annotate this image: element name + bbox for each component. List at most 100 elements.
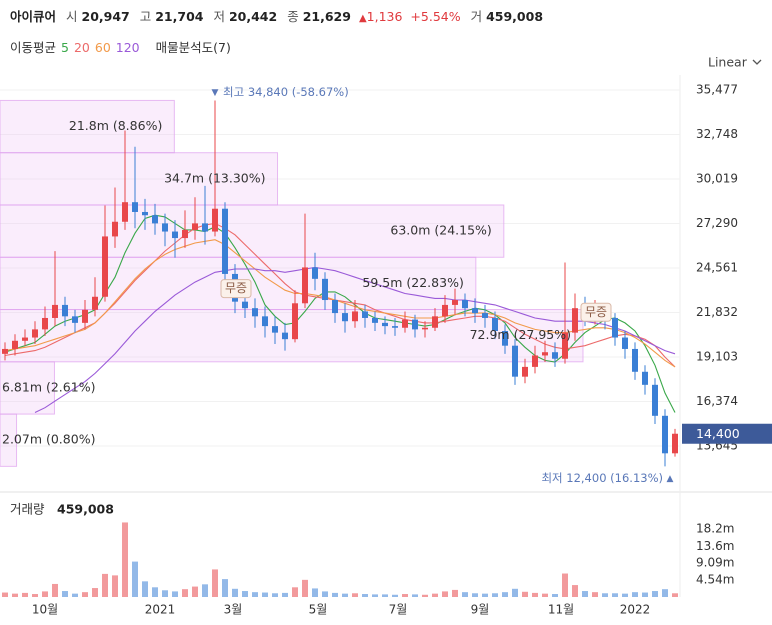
y-tick-label: 35,477 xyxy=(696,83,738,97)
volume-bar xyxy=(532,592,538,597)
y-tick-label: 27,290 xyxy=(696,216,738,230)
legend-item[interactable]: 5 xyxy=(61,40,69,55)
volume-bar xyxy=(182,589,188,597)
candle-body xyxy=(332,300,338,314)
volume-bar xyxy=(102,573,108,597)
candle-body xyxy=(612,317,618,338)
profile-label: 72.9m (27.95%) xyxy=(470,327,571,342)
legend-item[interactable]: 60 xyxy=(94,40,111,55)
candle-body xyxy=(162,223,168,232)
y-tick-label: 4.54m xyxy=(696,573,734,587)
candle-body xyxy=(492,317,498,332)
x-tick-label: 7월 xyxy=(389,603,408,617)
volume-bar xyxy=(162,590,168,597)
candle-body xyxy=(252,308,258,317)
volume-bar xyxy=(642,592,648,597)
candle-body xyxy=(282,332,288,340)
candle-body xyxy=(412,319,418,330)
close-label: 종 xyxy=(287,9,299,24)
candle-body xyxy=(312,267,318,279)
volume-bar xyxy=(62,591,68,597)
volume-bar xyxy=(112,575,118,597)
volume-bar xyxy=(232,588,238,597)
candle-body xyxy=(482,313,488,318)
volume-bar xyxy=(252,592,258,597)
legend-item[interactable]: 20 xyxy=(73,40,90,55)
event-label: 무증 xyxy=(225,281,247,295)
profile-label: 2.07m (0.80%) xyxy=(2,432,95,447)
candle-body xyxy=(22,337,28,341)
candle-body xyxy=(142,211,148,216)
volume-bar xyxy=(552,594,558,597)
volume-bar xyxy=(72,593,78,597)
volume-bar xyxy=(572,585,578,597)
volume-bar xyxy=(622,593,628,597)
candle-body xyxy=(372,317,378,323)
volume-bar xyxy=(302,579,308,597)
volume-bar xyxy=(432,593,438,597)
scale-toggle[interactable]: Linear xyxy=(708,55,748,70)
volume-bar xyxy=(292,587,298,597)
volume-bar xyxy=(402,594,408,597)
x-tick-label: 2022 xyxy=(620,603,651,617)
volume-bar xyxy=(142,581,148,597)
candle-body xyxy=(472,308,478,314)
candle-body xyxy=(92,296,98,310)
volume-bar xyxy=(492,593,498,597)
candle-body xyxy=(32,329,38,338)
candle-body xyxy=(552,352,558,359)
volume-bar xyxy=(652,591,658,597)
volume-bar xyxy=(462,592,468,597)
candle-body xyxy=(662,415,668,454)
volume-bar xyxy=(262,592,268,597)
legend[interactable]: 이동평균 5 20 60 120 매물분석도(7) xyxy=(10,37,231,56)
x-tick-label: 5월 xyxy=(309,603,328,617)
candle-body xyxy=(562,332,568,359)
candle-body xyxy=(522,366,528,377)
y-tick-label: 16,374 xyxy=(696,394,738,408)
ma-line xyxy=(4,239,676,368)
candle-body xyxy=(532,355,538,367)
volume-bar xyxy=(422,594,428,597)
volume-bar xyxy=(332,592,338,597)
candle-body xyxy=(192,223,198,230)
event-box xyxy=(220,279,252,299)
y-tick-label: 24,561 xyxy=(696,261,738,275)
candle-body xyxy=(652,384,658,416)
candle-body xyxy=(462,300,468,309)
candle-body xyxy=(2,348,8,354)
volume-bar xyxy=(222,579,228,597)
candle-body xyxy=(352,311,358,322)
candle-body xyxy=(292,303,298,340)
volume-bar xyxy=(602,593,608,597)
volume-bar xyxy=(412,594,418,597)
volume-value: 459,008 xyxy=(486,9,544,24)
volume-bar xyxy=(122,522,128,597)
candle-body xyxy=(442,304,448,317)
x-tick-label: 3월 xyxy=(224,603,243,617)
high-marker: ▼ xyxy=(212,88,219,98)
ma-items: 5 20 60 120 xyxy=(56,40,140,55)
close-value: 21,629 xyxy=(302,9,351,24)
profile-bar xyxy=(0,309,584,363)
volume-bar xyxy=(442,591,448,597)
change-pct: +5.54% xyxy=(410,9,461,24)
scale-chevron[interactable] xyxy=(752,59,762,65)
candle-body xyxy=(382,322,388,327)
volume-bar xyxy=(662,589,668,597)
candle-body xyxy=(632,348,638,372)
volume-bar xyxy=(502,592,508,597)
legend-item[interactable]: 120 xyxy=(115,40,140,55)
last-price-tag xyxy=(682,423,772,444)
candle-body xyxy=(72,316,78,323)
candle-body xyxy=(42,317,48,330)
candle-body xyxy=(152,215,158,224)
volume-bar xyxy=(42,591,48,597)
low-label: 저 xyxy=(213,9,225,24)
profile-label[interactable]: 매물분석도(7) xyxy=(155,40,231,55)
candle-body xyxy=(502,331,508,346)
candle-body xyxy=(222,208,228,274)
candle-body xyxy=(212,208,218,232)
volume-bar xyxy=(272,593,278,597)
candle-body xyxy=(362,311,368,318)
